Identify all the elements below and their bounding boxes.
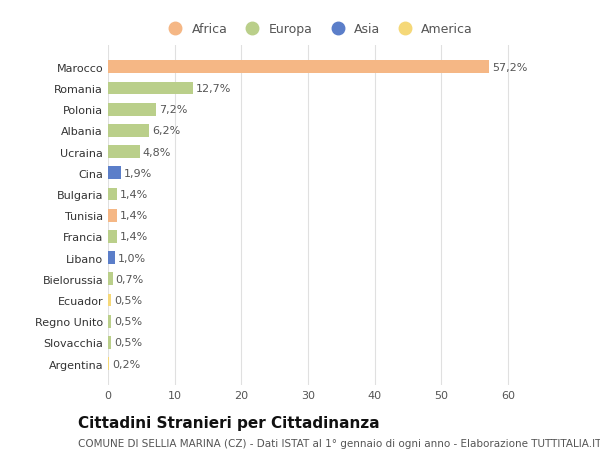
Text: 1,4%: 1,4% <box>120 190 148 200</box>
Text: 0,5%: 0,5% <box>114 295 142 305</box>
Text: 1,0%: 1,0% <box>118 253 145 263</box>
Text: COMUNE DI SELLIA MARINA (CZ) - Dati ISTAT al 1° gennaio di ogni anno - Elaborazi: COMUNE DI SELLIA MARINA (CZ) - Dati ISTA… <box>78 438 600 448</box>
Bar <box>108 294 112 307</box>
Legend: Africa, Europa, Asia, America: Africa, Europa, Asia, America <box>158 18 478 41</box>
Bar <box>108 188 118 201</box>
Text: 1,4%: 1,4% <box>120 232 148 242</box>
Bar <box>108 315 112 328</box>
Bar <box>108 358 109 370</box>
Text: 0,5%: 0,5% <box>114 338 142 347</box>
Bar <box>108 62 490 74</box>
Text: 1,9%: 1,9% <box>124 168 152 179</box>
Text: 12,7%: 12,7% <box>196 84 231 94</box>
Bar <box>108 125 149 138</box>
Text: 1,4%: 1,4% <box>120 211 148 221</box>
Bar <box>108 167 121 180</box>
Text: 0,7%: 0,7% <box>115 274 143 284</box>
Text: 6,2%: 6,2% <box>152 126 180 136</box>
Text: 7,2%: 7,2% <box>158 105 187 115</box>
Text: 0,5%: 0,5% <box>114 317 142 326</box>
Bar <box>108 273 113 285</box>
Text: 0,2%: 0,2% <box>112 359 140 369</box>
Bar <box>108 146 140 159</box>
Bar <box>108 209 118 222</box>
Text: 4,8%: 4,8% <box>143 147 171 157</box>
Bar <box>108 83 193 95</box>
Bar <box>108 336 112 349</box>
Bar <box>108 230 118 243</box>
Bar <box>108 252 115 264</box>
Text: 57,2%: 57,2% <box>492 63 527 73</box>
Text: Cittadini Stranieri per Cittadinanza: Cittadini Stranieri per Cittadinanza <box>78 415 380 431</box>
Bar <box>108 104 156 116</box>
